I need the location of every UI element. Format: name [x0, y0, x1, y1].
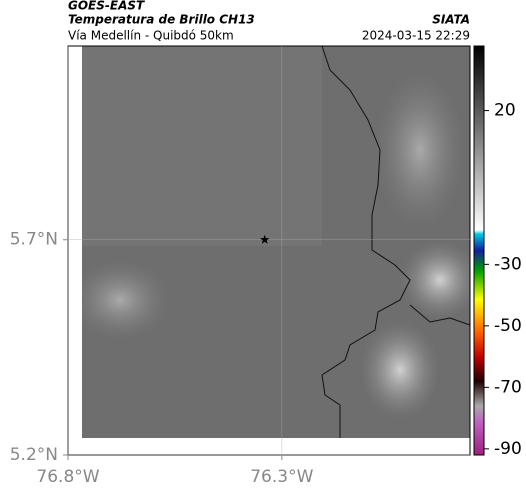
- colorbar-tick-label: -90: [494, 439, 522, 459]
- x-tick-label: 76.3°W: [250, 467, 313, 487]
- source: SIATA: [432, 13, 470, 27]
- location-marker: [260, 234, 270, 244]
- satellite-name: GOES-EAST: [68, 0, 145, 13]
- y-tick-label: 5.2°N: [10, 445, 58, 465]
- colorbar-tick-label: -50: [494, 316, 522, 336]
- colorbar-tick-label: -70: [494, 377, 522, 397]
- colorbar-tick-label: 20: [494, 101, 516, 121]
- timestamp: 2024-03-15 22:29: [362, 29, 470, 43]
- satellite-image: [82, 46, 470, 438]
- product-title: Temperatura de Brillo CH13: [68, 13, 255, 27]
- x-tick-label: 76.8°W: [36, 467, 99, 487]
- colorbar-tick-label: -30: [494, 254, 522, 274]
- location: Vía Medellín - Quibdó 50km: [68, 29, 234, 43]
- colorbar: [473, 45, 485, 456]
- y-tick-label: 5.7°N: [10, 230, 58, 250]
